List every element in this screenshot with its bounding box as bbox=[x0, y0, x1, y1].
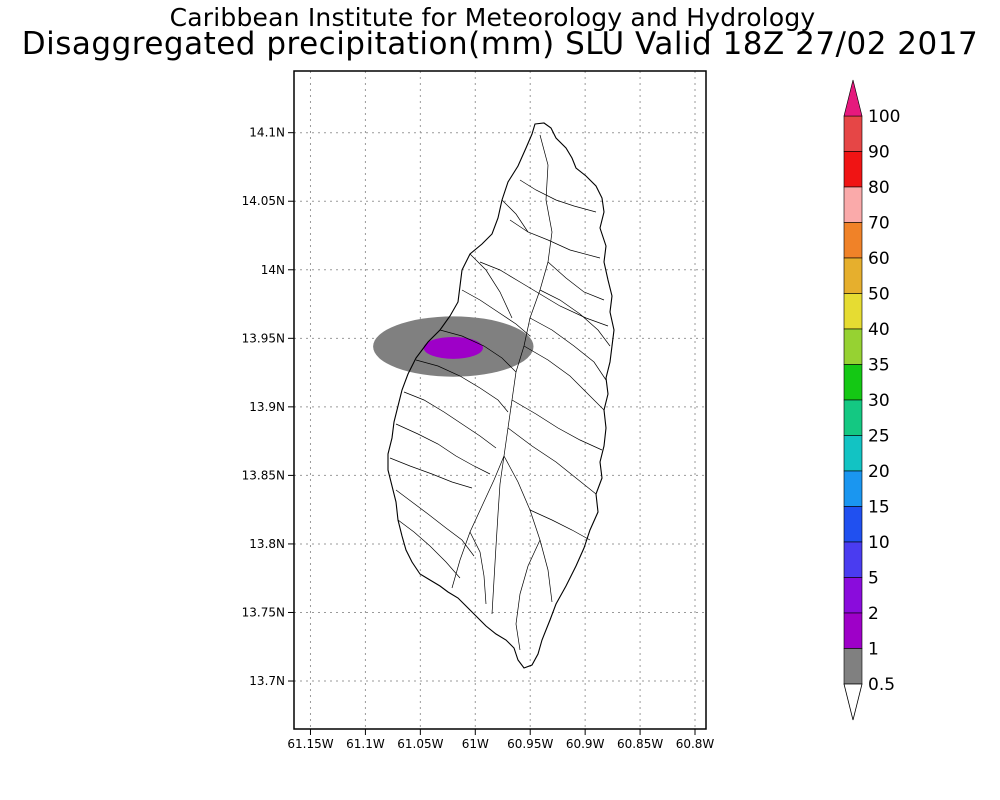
colorbar-swatch bbox=[843, 506, 863, 543]
colorbar-over-arrow bbox=[843, 79, 863, 117]
island-rivers bbox=[389, 134, 611, 651]
latitude-axis: 14.1N 14.05N 14N 13.95N 13.9N 13.85N 13.8N 13.7… bbox=[242, 126, 294, 688]
colorbar-label: 70 bbox=[868, 214, 890, 234]
colorbar-label: 25 bbox=[868, 427, 890, 447]
colorbar-label: 0.5 bbox=[868, 675, 895, 695]
colorbar-swatch bbox=[843, 541, 863, 578]
lon-tick-label: 60.9W bbox=[566, 737, 605, 751]
colorbar-label: 15 bbox=[868, 498, 890, 518]
lat-tick-label: 13.8N bbox=[249, 537, 285, 551]
colorbar-label: 5 bbox=[868, 569, 879, 589]
lon-tick-label: 60.8W bbox=[676, 737, 715, 751]
longitude-axis: 61.15W 61.1W 61.05W 61W 60.95W 60.9W 60.85W 60.… bbox=[287, 729, 714, 751]
colorbar-label: 80 bbox=[868, 178, 890, 198]
lat-tick-label: 13.75N bbox=[242, 605, 285, 619]
colorbar-swatch bbox=[843, 399, 863, 436]
lat-tick-label: 14.1N bbox=[249, 126, 285, 140]
colorbar-label: 20 bbox=[868, 462, 890, 482]
lat-tick-label: 13.9N bbox=[249, 400, 285, 414]
precip-area-1-2 bbox=[423, 336, 483, 359]
lon-tick-label: 61.05W bbox=[397, 737, 443, 751]
colorbar-swatch bbox=[843, 151, 863, 188]
lat-tick-label: 13.95N bbox=[242, 331, 285, 345]
colorbar-label: 10 bbox=[868, 533, 890, 553]
plot-frame bbox=[293, 70, 707, 730]
colorbar-swatch bbox=[843, 612, 863, 649]
lon-tick-label: 61.1W bbox=[346, 737, 385, 751]
colorbar-label: 90 bbox=[868, 143, 890, 163]
colorbar-swatch bbox=[843, 222, 863, 259]
colorbar-swatch bbox=[843, 577, 863, 614]
precipitation-layer bbox=[373, 316, 534, 377]
colorbar-swatch bbox=[843, 364, 863, 401]
saint-lucia-island bbox=[387, 122, 615, 669]
colorbar-under-arrow bbox=[843, 683, 863, 721]
colorbar-label: 30 bbox=[868, 391, 890, 411]
colorbar-label: 100 bbox=[868, 107, 900, 127]
colorbar-label: 2 bbox=[868, 604, 879, 624]
colorbar-swatch bbox=[843, 435, 863, 472]
chart-title: Caribbean Institute for Meteorology and … bbox=[169, 3, 816, 32]
colorbar-label: 50 bbox=[868, 285, 890, 305]
colorbar-label: 35 bbox=[868, 356, 890, 376]
colorbar-swatch bbox=[843, 115, 863, 152]
colorbar-swatch bbox=[843, 257, 863, 294]
lat-tick-label: 14.05N bbox=[242, 194, 285, 208]
colorbar-swatch bbox=[843, 648, 863, 685]
grid-lines bbox=[294, 71, 706, 729]
lon-tick-label: 61W bbox=[462, 737, 489, 751]
colorbar-swatch bbox=[843, 186, 863, 223]
lon-tick-label: 60.85W bbox=[617, 737, 663, 751]
island-coastline bbox=[387, 122, 615, 669]
colorbar-label: 40 bbox=[868, 320, 890, 340]
colorbar-label: 1 bbox=[868, 640, 879, 660]
colorbar-swatch bbox=[843, 328, 863, 365]
colorbar-swatch bbox=[843, 470, 863, 507]
colorbar-swatch bbox=[843, 293, 863, 330]
lat-tick-label: 13.7N bbox=[249, 674, 285, 688]
lat-tick-label: 14N bbox=[261, 263, 285, 277]
chart-subtitle: Disaggregated precipitation(mm) SLU Vali… bbox=[21, 26, 979, 62]
lat-tick-label: 13.85N bbox=[242, 468, 285, 482]
colorbar-label: 60 bbox=[868, 249, 890, 269]
lon-tick-label: 60.95W bbox=[507, 737, 553, 751]
lon-tick-label: 61.15W bbox=[287, 737, 333, 751]
